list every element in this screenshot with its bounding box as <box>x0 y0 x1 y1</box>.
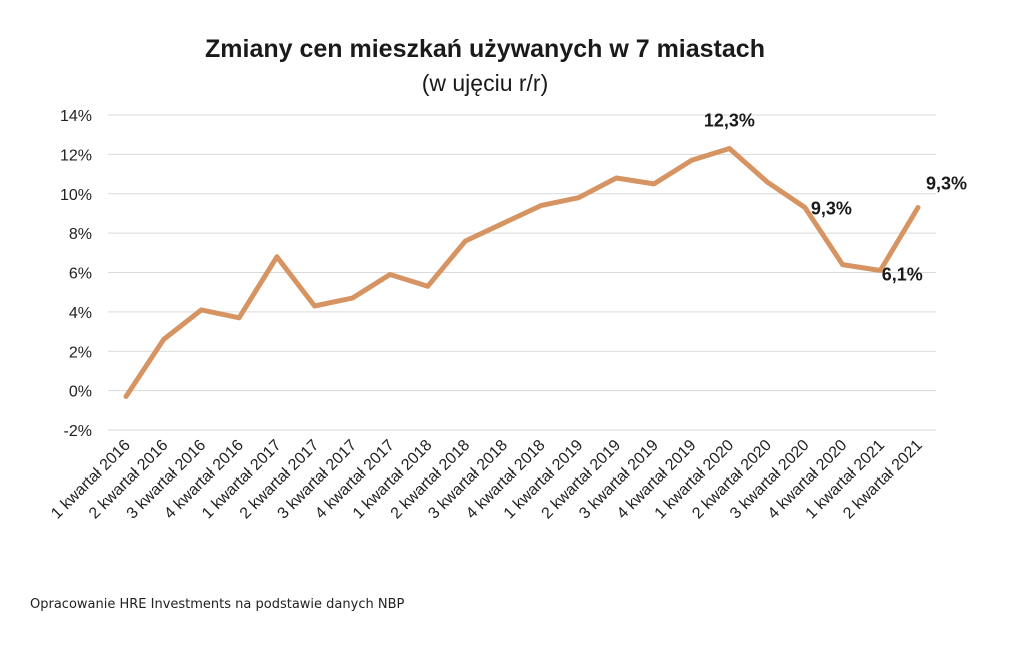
data-label: 9,3% <box>811 199 852 219</box>
data-label: 6,1% <box>882 265 923 285</box>
y-tick-label: 0% <box>69 384 92 401</box>
series-line-path <box>123 146 921 399</box>
gridlines <box>108 114 936 431</box>
series-line <box>123 146 921 399</box>
y-tick-label: 12% <box>60 147 92 164</box>
y-tick-label: 4% <box>69 305 92 322</box>
y-tick-label: 8% <box>69 226 92 243</box>
chart-title: Zmiany cen mieszkań używanych w 7 miasta… <box>205 35 765 63</box>
y-tick-label: 14% <box>60 108 92 125</box>
data-labels: 12,3% 9,3% 6,1% 9,3% <box>704 110 967 284</box>
y-tick-label: 6% <box>69 266 92 283</box>
y-tick-label: 10% <box>60 187 92 204</box>
y-tick-label: 2% <box>69 344 92 361</box>
y-tick-label: -2% <box>64 423 92 440</box>
chart-subtitle: (w ujęciu r/r) <box>422 70 549 96</box>
data-label: 9,3% <box>926 174 967 194</box>
data-label: 12,3% <box>704 110 755 130</box>
source-note: Opracowanie HRE Investments na podstawie… <box>30 597 404 612</box>
y-axis-ticks: -2% 0% 2% 4% 6% 8% 10% 12% 14% <box>60 108 92 440</box>
